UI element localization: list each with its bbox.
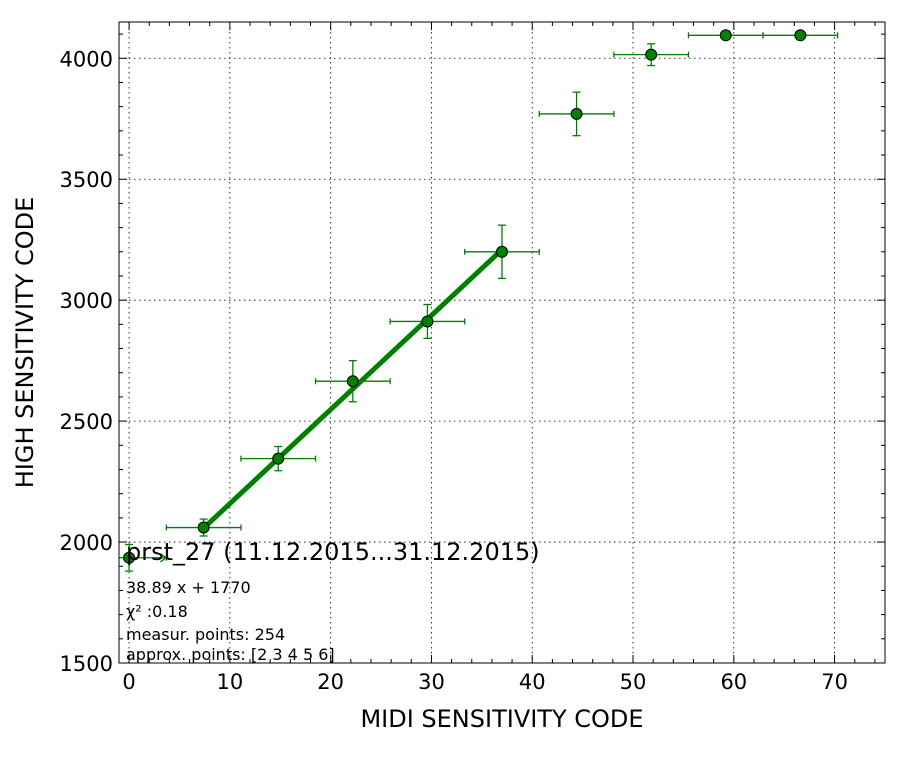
data-point (570, 107, 583, 120)
x-tick-label: 60 (720, 670, 747, 694)
data-point (346, 375, 359, 388)
y-tick-label: 3500 (60, 168, 113, 192)
x-error-arrow (160, 553, 168, 563)
annotation-chi-square: χ² :0.18 (126, 602, 188, 621)
data-points (123, 29, 807, 564)
data-point (719, 29, 732, 42)
annotation-fit-equation: 38.89 x + 1770 (126, 578, 251, 597)
y-tick-label: 4000 (60, 47, 113, 71)
axis-ticks (119, 22, 885, 664)
data-point (645, 48, 658, 61)
data-point (421, 315, 434, 328)
x-tick-label: 40 (519, 670, 546, 694)
data-point (272, 452, 285, 465)
tick-labels: 0 10 20 30 40 50 60 70 1500 2000 2500 3000 3500 4000 (60, 47, 848, 694)
data-point (794, 29, 807, 42)
y-tick-label: 2000 (60, 531, 113, 555)
y-tick-label: 3000 (60, 289, 113, 313)
y-tick-label: 2500 (60, 410, 113, 434)
data-point (496, 245, 508, 258)
annotation-approx-points: approx. points: [2 3 4 5 6] (126, 645, 335, 664)
x-tick-label: 10 (217, 670, 244, 694)
x-tick-label: 20 (317, 670, 344, 694)
data-point (197, 521, 210, 534)
plot-frame (118, 21, 886, 664)
grid-lines (119, 22, 885, 663)
y-axis-label: HIGH SENSITIVITY CODE (11, 197, 39, 489)
x-tick-label: 0 (122, 670, 135, 694)
annotation-measur-points: measur. points: 254 (126, 625, 285, 644)
chart-title: prst_27 (11.12.2015...31.12.2015) (126, 538, 540, 566)
y-tick-label: 1500 (60, 652, 113, 676)
x-tick-label: 30 (418, 670, 445, 694)
data-point (123, 551, 136, 564)
x-tick-label: 70 (821, 670, 848, 694)
error-bars (119, 32, 839, 572)
x-axis-label: MIDI SENSITIVITY CODE (360, 705, 643, 733)
x-tick-label: 50 (620, 670, 647, 694)
